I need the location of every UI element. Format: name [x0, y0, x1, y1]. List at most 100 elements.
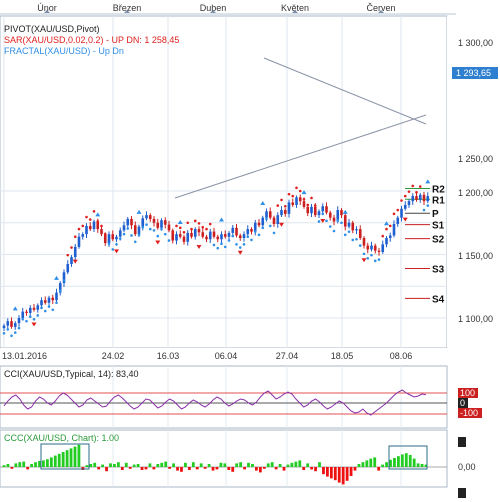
sar-dot [411, 184, 415, 188]
fractal-up-icon [301, 190, 307, 195]
sar-dot [418, 185, 422, 188]
ccc-bar [164, 461, 168, 467]
month-label: Únor [37, 3, 57, 13]
candle-body [212, 231, 216, 237]
sar-dot [107, 242, 111, 246]
pivot-label: R2 [432, 184, 445, 195]
sar-dot [268, 224, 272, 228]
fractal-up-icon [177, 220, 183, 225]
ccc-bar [361, 462, 365, 467]
candle-body [317, 211, 321, 216]
ccc-bar [373, 457, 377, 467]
sar-dot [137, 233, 141, 237]
price-axis[interactable]: 1 300,00 1 250,00 1 200,00 1 150,00 1 10… [447, 16, 500, 348]
ccc-bar [329, 467, 333, 479]
ccc-bar [357, 464, 361, 467]
candle-body [276, 215, 280, 225]
sar-dot [88, 218, 92, 221]
sar-dot [100, 224, 103, 228]
ccc-bar [195, 467, 199, 470]
sar-dot [220, 242, 223, 246]
candle-body [6, 321, 10, 326]
ccc-bar [227, 467, 231, 470]
month-marker-icon [210, 10, 216, 13]
ccc-bars [2, 444, 428, 485]
candle-body [328, 212, 332, 218]
sar-dot [328, 225, 332, 228]
ccc-scale-tag [458, 437, 466, 447]
candle-body [66, 264, 70, 273]
sar-dot [310, 196, 313, 200]
ccc-bar [393, 458, 396, 467]
sar-dot [235, 243, 238, 246]
ccc-bar [258, 467, 262, 473]
cci-line [3, 389, 427, 416]
ccc-panel[interactable]: CCC(XAU/USD, Chart): 1.00 0,00 [0, 429, 476, 498]
pivot-label: S1 [432, 221, 445, 232]
ccc-bar [191, 462, 195, 467]
sar-dot [343, 233, 347, 237]
sar-dot [118, 237, 122, 240]
ccc-bar [215, 467, 219, 470]
ccc-bar [156, 464, 160, 467]
candle-body [253, 222, 257, 232]
ccc-bar [203, 467, 207, 469]
ccc-bar [207, 464, 211, 467]
ccc-bar [290, 462, 294, 467]
cci-panel[interactable]: CCI(XAU/USD,Typical, 14): 83,40 100 0 -1… [0, 365, 482, 429]
fractal-up-icon [384, 221, 389, 226]
ccc-bar [89, 464, 93, 467]
sar-dot [156, 234, 160, 238]
ccc-bar [235, 463, 239, 467]
candle-body [141, 218, 145, 227]
fractal-up-icon [95, 212, 101, 217]
candle-body [70, 257, 73, 265]
sar-dot [208, 222, 212, 226]
ccc-bar [337, 467, 341, 483]
candle-body [190, 232, 193, 237]
sar-dot [317, 220, 321, 223]
ccc-bar [199, 463, 203, 467]
ccc-bar [105, 467, 108, 472]
candle-body [17, 318, 21, 324]
sar-dot [216, 246, 220, 250]
ccc-highlight-box [388, 445, 428, 470]
candle-body [55, 292, 58, 301]
ccc-bar [333, 467, 337, 481]
ccc-bar [251, 464, 254, 467]
date-tick: 18.05 [331, 351, 354, 361]
candle-body [385, 237, 388, 245]
ccc-bar [270, 462, 274, 467]
candle-body [47, 297, 51, 303]
sar-dot [250, 238, 253, 242]
fractal-down-icon [31, 322, 37, 327]
sar-dot [70, 246, 73, 249]
cci-title: CCI(XAU/USD,Typical, 14): 83,40 [4, 369, 139, 379]
ccc-bar [385, 462, 388, 467]
ccc-bar [136, 464, 140, 467]
sar-dot [190, 227, 193, 231]
ccc-bar [219, 462, 223, 467]
candle-body [310, 206, 313, 214]
sar-dot [182, 230, 186, 234]
candle-body [403, 204, 407, 209]
trend-line [263, 57, 427, 125]
ccc-bar [6, 464, 10, 467]
candle-body [201, 232, 205, 237]
sar-dot [373, 259, 377, 263]
sar-dot [362, 252, 366, 256]
candle-body [115, 236, 118, 240]
pivot-label: S4 [432, 294, 445, 305]
ccc-bar [187, 467, 191, 470]
candle-body [25, 311, 28, 313]
candle-body [422, 194, 426, 202]
ccc-bar [318, 462, 321, 467]
sar-dot [426, 204, 430, 207]
sar-dot [223, 245, 227, 249]
candle-body [43, 300, 47, 303]
date-tick: 24.02 [102, 351, 125, 361]
ccc-bar [168, 467, 172, 469]
